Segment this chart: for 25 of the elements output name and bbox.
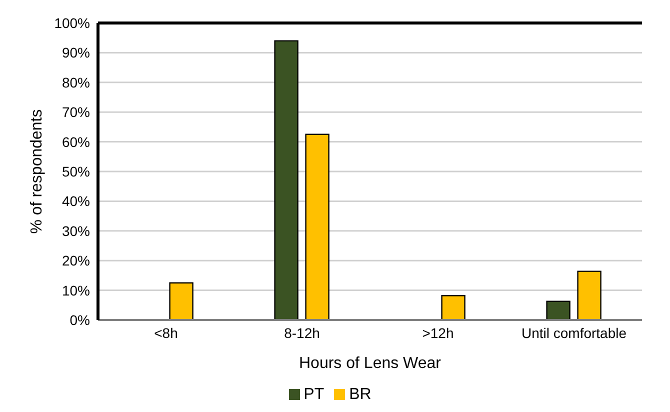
y-tick-label: 70% bbox=[62, 104, 90, 120]
x-tick-label: >12h bbox=[422, 324, 454, 341]
x-tick-label: <8h bbox=[154, 324, 178, 341]
bar bbox=[546, 300, 570, 320]
x-tick-label: 8-12h bbox=[284, 324, 320, 341]
y-tick-label: 0% bbox=[70, 312, 90, 328]
x-axis-title: Hours of Lens Wear bbox=[299, 355, 442, 372]
y-tick-label: 30% bbox=[62, 222, 90, 239]
y-tick-label: 10% bbox=[62, 282, 90, 298]
y-tick-label: 40% bbox=[62, 193, 90, 210]
y-tick-label: 50% bbox=[62, 163, 90, 180]
bar bbox=[169, 282, 194, 320]
y-tick-label: 100% bbox=[54, 14, 90, 31]
y-tick-label: 60% bbox=[62, 134, 90, 150]
bar bbox=[274, 40, 298, 320]
bar bbox=[305, 134, 330, 320]
bar bbox=[577, 270, 602, 320]
y-axis-title: % of respondents bbox=[28, 109, 46, 234]
legend-label: PT bbox=[304, 386, 324, 403]
legend-label: BR bbox=[349, 386, 372, 403]
bar bbox=[441, 295, 466, 320]
y-tick-label: 90% bbox=[62, 44, 90, 61]
y-tick-label: 80% bbox=[62, 74, 90, 90]
x-tick-label: Until comfortable bbox=[521, 324, 627, 341]
y-tick-label: 20% bbox=[62, 252, 90, 269]
